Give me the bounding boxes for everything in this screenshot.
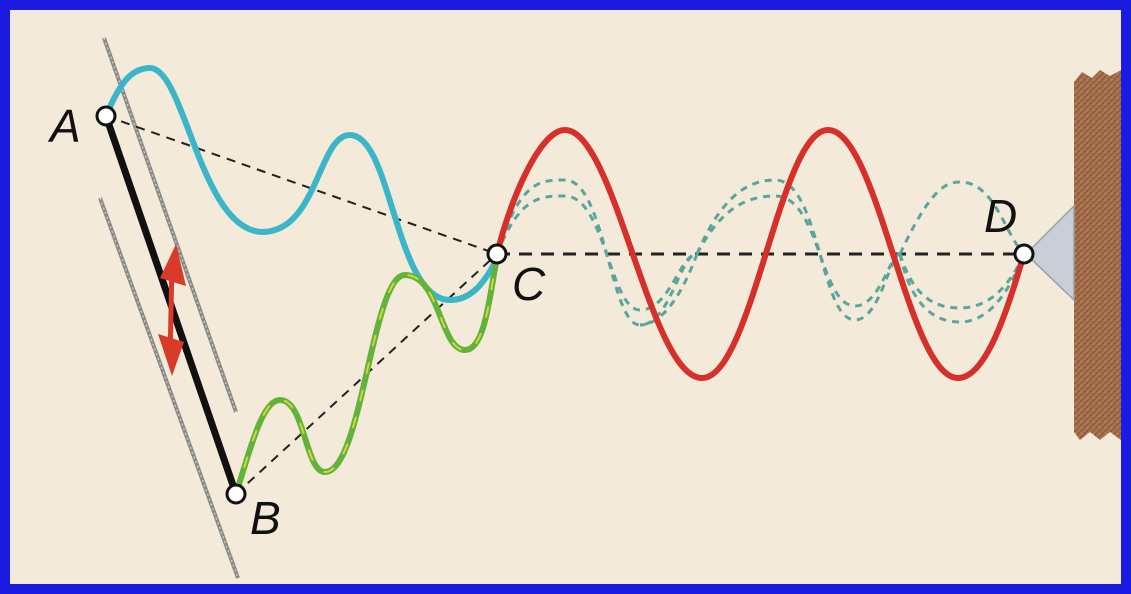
point-B (225, 483, 247, 505)
point-D (1013, 243, 1035, 265)
point-A (95, 105, 117, 127)
wave-A-to-C (103, 64, 500, 304)
label-A: A (47, 100, 81, 152)
wave-C-to-D (494, 126, 1027, 382)
point-markers (95, 105, 1035, 505)
wall-icon (1074, 70, 1121, 440)
dashed-standing-wave (495, 178, 1026, 327)
label-B: B (250, 492, 281, 544)
double-arrow-icon (158, 244, 186, 376)
point-C (486, 243, 508, 265)
label-D: D (984, 190, 1017, 242)
label-C: C (512, 258, 546, 310)
wave-B-to-C-highlight (235, 257, 498, 495)
triangle-support-icon (1024, 204, 1075, 302)
